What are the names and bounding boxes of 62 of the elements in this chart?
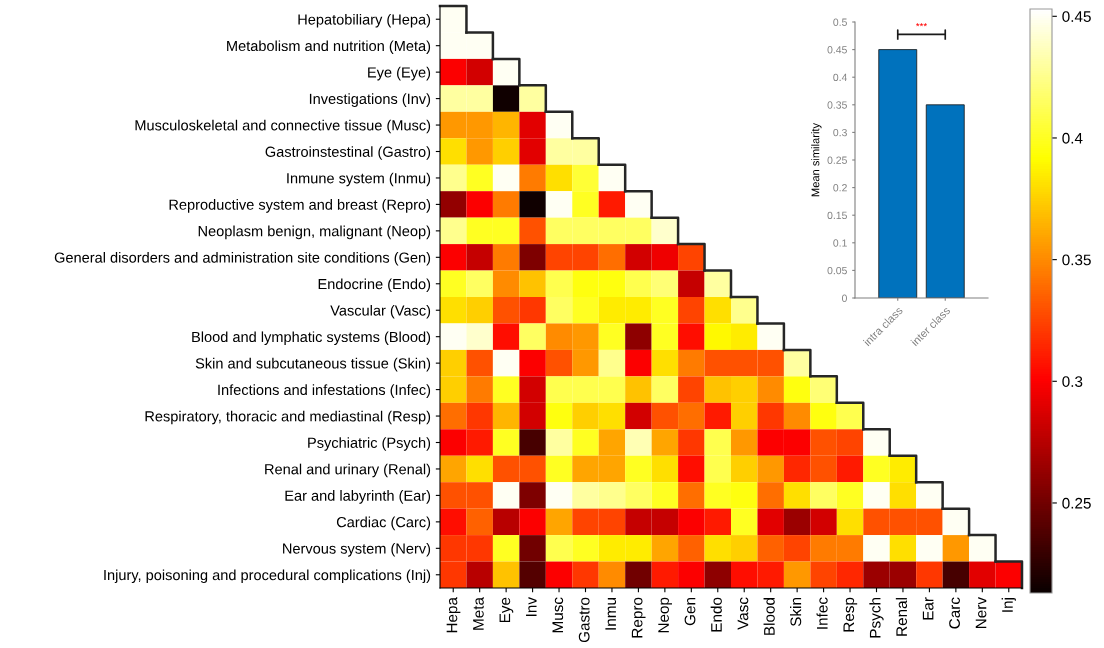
x-tick-label: Inj <box>1001 598 1016 612</box>
x-tick-label: Musc <box>552 597 564 633</box>
x-tick-label: Renal <box>895 598 908 636</box>
y-tick-label: 0.3 <box>833 128 847 137</box>
x-tick-label: Inmu <box>605 598 617 630</box>
y-tick-label: Gastroinstestinal (Gastro) <box>265 146 431 160</box>
y-tick-label: Injury, poisoning and procedural complications (Inj) <box>104 569 431 584</box>
x-tick-label: Repro <box>631 597 646 638</box>
y-tick-label: Respiratory, thoracic and mediastinal (Resp) <box>145 410 431 425</box>
y-tick-label: Inmune system (Inmu) <box>287 172 431 187</box>
y-tick-label: Nervous system (Nerv) <box>283 543 431 557</box>
y-tick-label: Metabolism and nutrition (Meta) <box>227 40 431 54</box>
y-tick-label: Musculoskeletal and connective tissue (Musc) <box>135 119 431 134</box>
y-tick-label: Eye (Eye) <box>368 66 431 81</box>
y-tick-label: Skin and subcutaneous tissue (Skin) <box>195 357 431 372</box>
x-tick-label: Hepa <box>446 597 461 633</box>
y-tick-label: Reproductive system and breast (Repro) <box>169 199 431 213</box>
color-bar-label: 0.3 <box>1062 376 1083 387</box>
y-tick-label: 0.45 <box>827 46 847 54</box>
y-tick-label: 0.5 <box>833 18 847 26</box>
x-tick-label: Gen <box>684 598 696 626</box>
x-tick-label: Skin <box>790 598 802 627</box>
y-tick-label: Blood and lymphatic systems (Blood) <box>192 331 431 345</box>
y-tick-label: 0.15 <box>827 211 847 220</box>
annotation: *** <box>915 22 928 27</box>
x-tick-label: Ear <box>922 597 934 620</box>
y-tick-label: Renal and urinary (Renal) <box>265 463 431 478</box>
x-tick-label: Psych <box>869 598 884 638</box>
y-tick-label: Endocrine (Endo) <box>318 278 431 293</box>
x-tick-label: Meta <box>473 597 484 630</box>
x-tick-label: Neop <box>658 597 672 633</box>
color-bar-label: 0.25 <box>1062 497 1091 509</box>
y-tick-label: Infections and infestations (Infec) <box>218 384 431 398</box>
x-tick-label: Gastro <box>578 597 590 643</box>
y-tick-label: Investigations (Inv) <box>309 93 431 107</box>
y-tick-label: 0.1 <box>833 239 847 247</box>
x-tick-label: Eye <box>499 597 514 623</box>
y-tick-label: Hepatobiliary (Hepa) <box>298 13 431 28</box>
y-tick-label: 0 <box>841 294 847 302</box>
x-tick-label: Resp <box>843 597 858 632</box>
y-tick-label: General disorders and administration site conditions (Gen) <box>54 252 431 266</box>
y-tick-label: 0.05 <box>827 266 847 275</box>
color-bar-label: 0.35 <box>1062 254 1091 266</box>
x-tick-label: Vasc <box>737 597 749 630</box>
x-tick-label: Nerv <box>975 597 987 629</box>
x-tick-label: Endo <box>710 597 722 632</box>
y-tick-label: 0.35 <box>827 101 847 109</box>
x-tick-label: Infec <box>816 597 828 629</box>
x-tick-label: Carc <box>949 597 960 629</box>
x-tick-label: Inv <box>526 597 537 616</box>
y-tick-label: 0.4 <box>833 73 848 82</box>
y-tick-label: Psychiatric (Psych) <box>308 437 431 451</box>
y-tick-label: Vascular (Vasc) <box>330 304 431 319</box>
color-bar-label: 0.45 <box>1062 11 1091 22</box>
x-tick-label: Blood <box>763 598 775 635</box>
y-axis-title: Mean similarity <box>811 122 822 197</box>
y-tick-label: 0.2 <box>833 184 847 192</box>
y-tick-label: Cardiac (Carc) <box>336 516 431 531</box>
color-bar-label: 0.4 <box>1062 132 1083 144</box>
y-tick-label: Neoplasm benign, malignant (Neop) <box>198 225 431 240</box>
y-tick-label: Ear and labyrinth (Ear) <box>285 490 431 504</box>
y-tick-label: 0.25 <box>827 156 847 164</box>
